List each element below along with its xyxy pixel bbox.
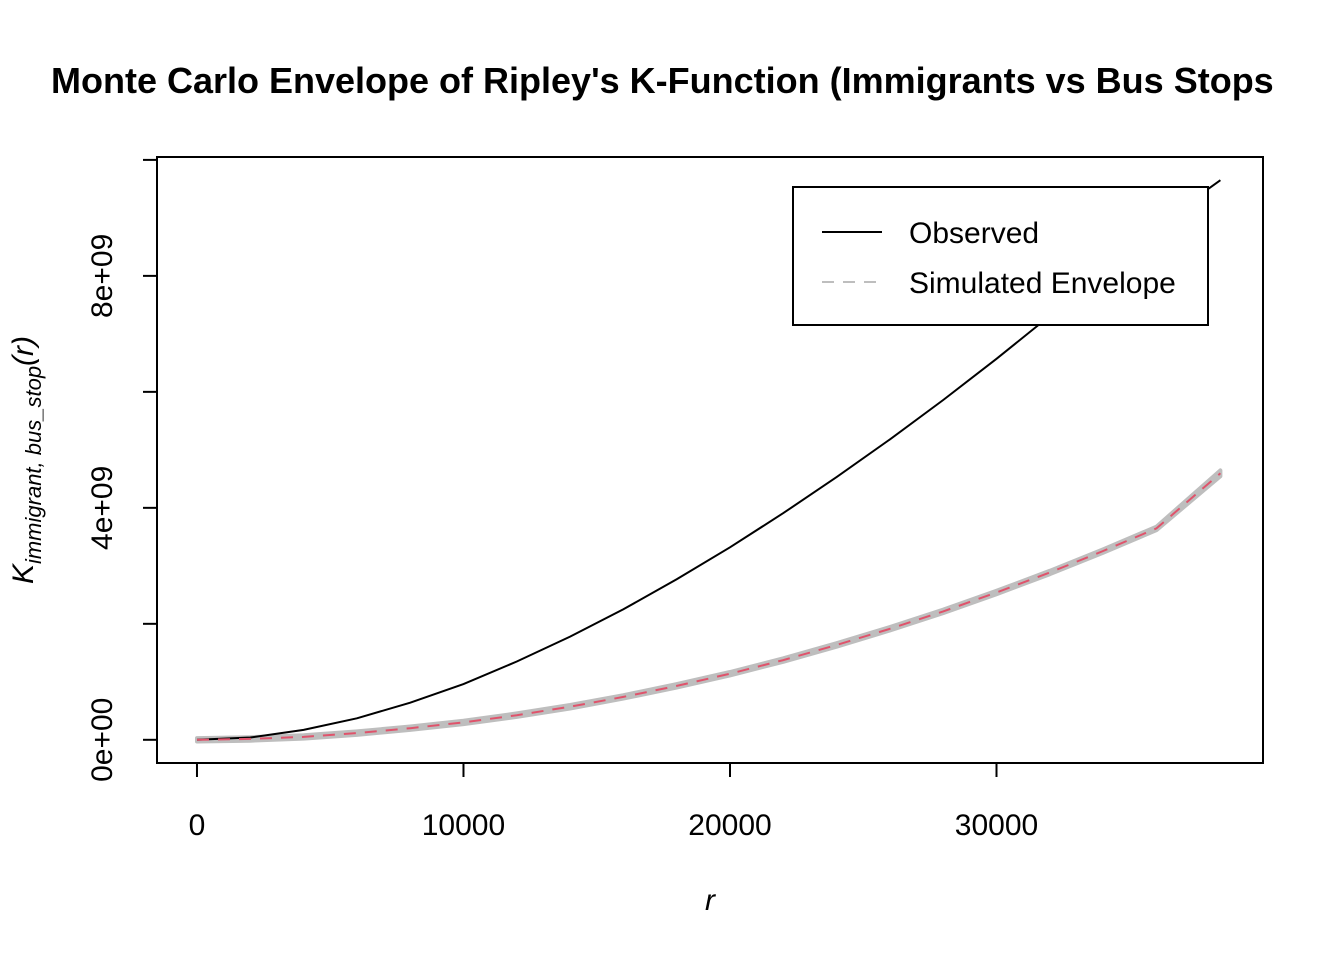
legend: Observed Simulated Envelope	[792, 186, 1209, 326]
y-axis-label-main: K	[7, 562, 40, 584]
y-tick-label: 0e+00	[86, 698, 119, 782]
x-tick-label: 10000	[422, 809, 505, 842]
x-axis: 0 10000 20000 30000	[189, 762, 1038, 842]
x-axis-label: r	[705, 884, 716, 917]
envelope-layer	[195, 468, 1223, 744]
y-tick-label: 8e+09	[86, 234, 119, 318]
y-axis-label-subscript: immigrant, bus_stop	[21, 366, 46, 564]
y-axis-label: Kimmigrant, bus_stop(r)	[7, 336, 46, 584]
theoretical-mean-line	[196, 472, 1222, 741]
legend-label-simulated-envelope: Simulated Envelope	[909, 267, 1176, 300]
legend-box	[792, 186, 1209, 326]
simulated-envelope-band	[195, 468, 1223, 744]
y-axis-label-arg: (r)	[7, 336, 40, 366]
y-tick-label: 4e+09	[86, 466, 119, 550]
x-tick-label: 30000	[955, 809, 1038, 842]
x-tick-label: 20000	[688, 809, 771, 842]
svg-text:Kimmigrant, bus_stop(r): Kimmigrant, bus_stop(r)	[7, 336, 46, 584]
chart-title: Monte Carlo Envelope of Ripley's K-Funct…	[51, 60, 1274, 101]
legend-label-observed: Observed	[909, 217, 1039, 250]
x-tick-label: 0	[189, 809, 206, 842]
y-axis: 0e+00 4e+09 8e+09	[86, 158, 158, 782]
